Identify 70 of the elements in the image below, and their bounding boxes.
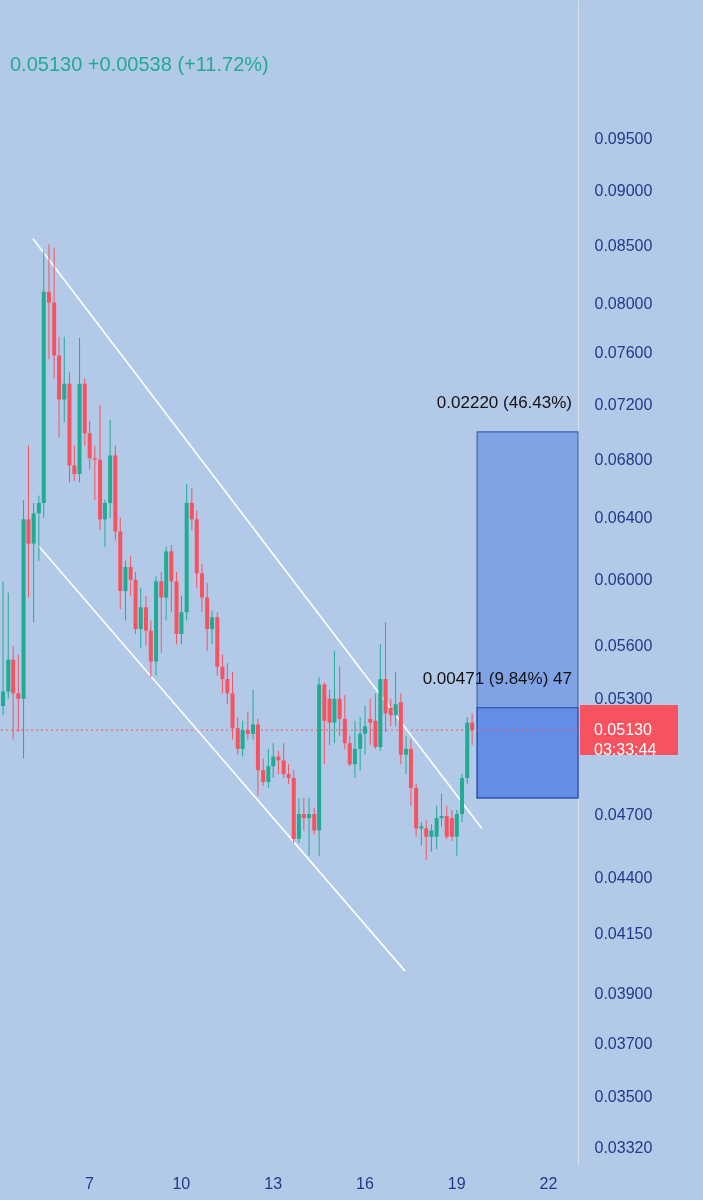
candlestick	[159, 571, 164, 654]
candlestick	[352, 720, 357, 779]
candlestick	[128, 555, 133, 597]
candlestick	[470, 712, 475, 746]
y-tick-label: 0.06800	[594, 451, 653, 469]
candlestick	[307, 797, 312, 857]
y-tick-label: 0.08500	[594, 237, 653, 255]
x-tick-label: 19	[447, 1174, 466, 1192]
candlestick	[36, 495, 41, 562]
candlestick	[363, 705, 368, 756]
candlestick	[138, 587, 143, 649]
x-tick-label: 10	[172, 1174, 191, 1192]
y-tick-label: 0.03900	[594, 984, 653, 1002]
y-tick-label: 0.04400	[594, 868, 653, 886]
candlestick	[281, 742, 286, 779]
candlestick	[72, 445, 77, 482]
candlestick	[358, 716, 363, 771]
candlestick	[251, 689, 256, 740]
candlestick	[92, 445, 97, 501]
y-tick-label: 0.06000	[594, 571, 653, 589]
candlestick	[143, 595, 148, 647]
y-tick-label: 0.03320	[594, 1139, 653, 1156]
text: 0.05130 +0.00538 (+11.72%)	[10, 53, 269, 75]
candlestick	[393, 671, 398, 727]
candlestick	[240, 720, 245, 758]
y-tick-label: 0.06400	[594, 509, 653, 527]
candlestick	[179, 595, 184, 645]
x-tick-label: 22	[539, 1174, 558, 1192]
candlestick	[225, 662, 230, 705]
y-tick-label: 0.07600	[594, 344, 653, 362]
candlestick	[271, 742, 276, 779]
candlestick	[286, 763, 291, 785]
y-tick-label: 0.09000	[594, 182, 653, 200]
x-tick-label: 13	[264, 1174, 283, 1192]
candlestick	[454, 809, 459, 857]
candlestick	[123, 560, 128, 622]
y-tick-label: 0.03500	[594, 1088, 653, 1106]
x-tick-label: 7	[85, 1174, 95, 1192]
x-tick-label: 16	[356, 1174, 374, 1192]
candlestick	[46, 243, 51, 360]
candlestick	[189, 487, 194, 531]
candlestick	[266, 748, 271, 789]
y-tick-label: 0.09500	[594, 130, 653, 148]
y-tick-label: 0.05600	[594, 637, 653, 655]
annotation: 0.02220 (46.43%)	[436, 392, 572, 412]
annotation: 0.00471 (9.84%) 47	[422, 668, 572, 688]
y-tick-label: 0.04700	[594, 805, 653, 823]
candlestick	[449, 809, 454, 842]
candlestick	[404, 735, 409, 775]
candlestick	[210, 610, 215, 645]
ref-line-label: 0.05130 03:33:44	[594, 721, 657, 759]
y-tick-label: 0.05300	[594, 690, 653, 708]
candlestick	[434, 805, 439, 850]
candlestick	[301, 797, 306, 831]
candlestick	[312, 807, 317, 836]
candlestick	[424, 819, 429, 861]
y-tick-label: 0.04150	[594, 924, 653, 942]
y-tick-label: 0.07200	[594, 396, 653, 414]
candlestick	[332, 650, 337, 744]
candlestick	[347, 735, 352, 767]
candlestick	[220, 654, 225, 694]
candlestick	[429, 823, 434, 852]
candlestick	[62, 336, 67, 423]
candlestick	[1, 580, 6, 716]
candlestick	[102, 499, 107, 548]
candlestick	[439, 793, 444, 827]
candlestick	[419, 821, 424, 846]
y-tick-label: 0.03700	[594, 1035, 653, 1053]
y-tick-label: 0.08000	[594, 295, 653, 313]
candlestick	[261, 758, 266, 787]
